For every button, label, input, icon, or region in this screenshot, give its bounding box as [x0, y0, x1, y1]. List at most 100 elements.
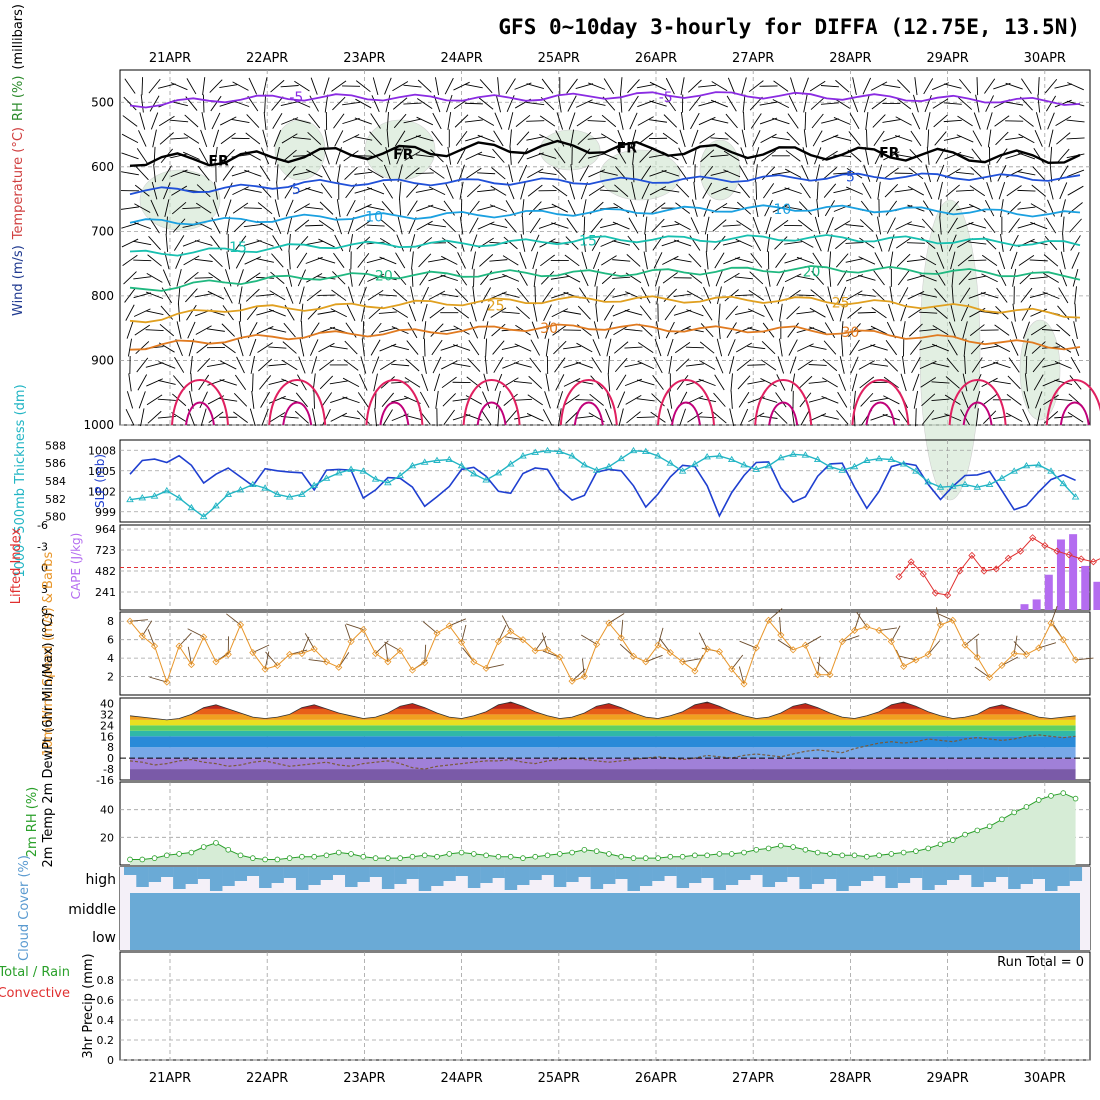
wind-barb: [846, 186, 863, 195]
wind-barb: [636, 398, 655, 402]
wind-barb: [588, 185, 605, 196]
wind-barb: [256, 326, 274, 335]
wind-barb: [576, 99, 593, 108]
wind-barb: [235, 252, 246, 269]
wind-barb: [617, 391, 626, 409]
lifted-index-marker: [968, 551, 976, 560]
wind-barb: [369, 322, 382, 338]
wind-barb: [494, 112, 503, 130]
wind-barb: [924, 182, 933, 200]
wind-barb: [484, 355, 488, 374]
wind-barb: [404, 377, 421, 388]
wind-barb: [1032, 357, 1045, 373]
wind-barb: [252, 373, 254, 392]
wind-barb: [211, 112, 221, 130]
wind-barb: [701, 165, 714, 181]
wind-barb: [396, 234, 404, 252]
axis-title-part: (millibars): [11, 4, 26, 70]
wind-barb: [194, 258, 213, 262]
rh-marker: [1060, 790, 1067, 796]
rh-marker: [164, 852, 170, 859]
x-bottom-label: 27APR: [732, 1071, 774, 1086]
wind-barb: [268, 346, 287, 349]
wind-barb: [384, 77, 392, 95]
wind-barb: [747, 380, 766, 385]
thickness-marker: [789, 450, 797, 457]
wind-barb: [614, 357, 628, 373]
wind-barb: [354, 187, 373, 194]
thickness-marker: [163, 486, 171, 494]
wind-barb: [870, 81, 888, 91]
wind-barb: [618, 112, 624, 130]
wind-barb: [664, 305, 676, 321]
cloud-high-bar: [369, 867, 383, 877]
wind-barb: [921, 393, 936, 407]
wind-barb: [563, 361, 581, 369]
wind-barb-10m: [384, 641, 401, 652]
wind-barb: [406, 340, 419, 355]
wind-barb: [428, 186, 446, 196]
rh-marker: [704, 852, 710, 859]
wind-barb-10m: [141, 620, 153, 637]
wind-barb: [950, 251, 956, 270]
lifted-index-marker: [1004, 554, 1012, 562]
wind-barb: [565, 410, 579, 424]
rh-marker: [728, 851, 735, 857]
rh-marker: [1072, 795, 1079, 802]
wind-barb: [993, 361, 1011, 369]
wind-barb: [159, 132, 174, 145]
wind-barb: [730, 373, 733, 392]
wind-barb: [588, 82, 606, 90]
rh-marker: [532, 853, 539, 860]
wind-barb: [973, 112, 981, 130]
wind-barb: [847, 306, 862, 319]
panel-frame: [119, 439, 1091, 523]
wind-barb: [551, 203, 569, 213]
wind-barb: [477, 172, 496, 175]
cloud-high-bar: [160, 867, 174, 877]
wind-barb: [784, 241, 803, 245]
wind-barb: [272, 113, 283, 129]
wind-barb: [1025, 355, 1028, 374]
wind-barb: [969, 324, 985, 337]
wind-barb: [628, 95, 639, 112]
wind-barb: [968, 222, 987, 229]
wind-barb: [727, 339, 736, 357]
cloud-high-bar: [492, 867, 505, 878]
wind-barb: [595, 286, 598, 305]
rh-marker: [483, 852, 489, 859]
cloud-high-bar: [934, 867, 947, 885]
wind-barb: [322, 408, 331, 426]
wind-barb: [397, 216, 403, 235]
wind-barb: [273, 217, 282, 235]
wind-barb: [661, 223, 680, 228]
wind-barb: [416, 220, 433, 231]
cloud-high-bar: [922, 867, 935, 890]
wind-barb: [165, 216, 168, 235]
lifted-index-marker: [992, 565, 1000, 573]
wind-barb: [1017, 222, 1036, 229]
wind-barb: [299, 338, 305, 357]
cape-bar: [1093, 581, 1100, 610]
wind-barb: [883, 395, 900, 405]
cloud-high-bar: [443, 867, 456, 881]
wind-barb: [726, 95, 737, 112]
wind-barb: [752, 130, 761, 147]
isotherm-label: 25: [832, 295, 850, 311]
wind-barb: [234, 374, 247, 391]
isotherm-5: [129, 265, 1081, 292]
wind-speed-marker: [814, 671, 822, 679]
wind-barb: [171, 201, 187, 215]
wind-barb: [545, 373, 550, 392]
cloud-high-bar: [173, 867, 186, 889]
wind-barb-10m: [501, 615, 512, 632]
wind-barb: [219, 84, 238, 88]
wind-barb: [714, 374, 725, 391]
wind-barb: [774, 236, 788, 250]
wind-barb: [526, 413, 544, 422]
thickness-marker: [359, 467, 368, 474]
wind-barb: [245, 272, 261, 284]
wind-barb: [121, 171, 139, 176]
wind-speed-marker: [224, 650, 232, 658]
wind-barb: [612, 292, 631, 298]
